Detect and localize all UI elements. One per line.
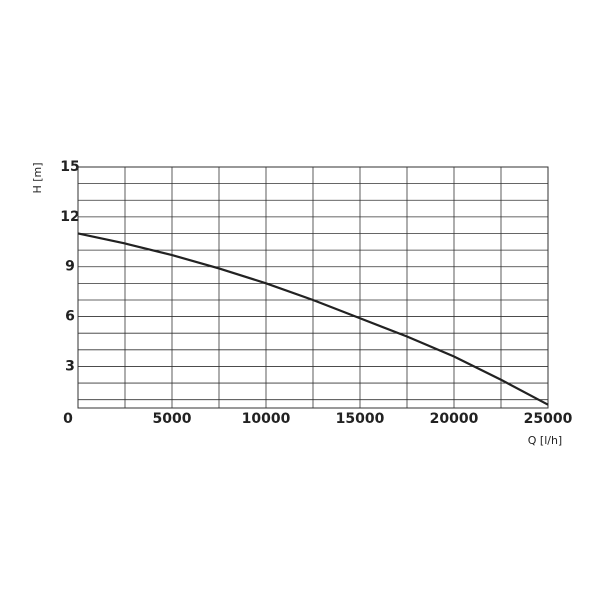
- x-tick-label: 10000: [242, 411, 291, 427]
- y-tick-label: 15: [60, 159, 79, 175]
- y-tick-label: 9: [65, 259, 75, 275]
- x-axis-label: Q [l/h]: [528, 434, 562, 447]
- x-tick-label: 5000: [153, 411, 192, 427]
- y-tick-label: 6: [65, 309, 75, 325]
- y-tick-label: 3: [65, 358, 75, 374]
- curve: [77, 232, 549, 406]
- x-tick-label: 15000: [336, 411, 385, 427]
- x-tick-label: 20000: [430, 411, 479, 427]
- y-tick-label: 12: [60, 209, 79, 225]
- x-tick-label: 0: [63, 411, 73, 427]
- y-axis-label: H [m]: [31, 162, 44, 193]
- x-tick-label: 25000: [524, 411, 573, 427]
